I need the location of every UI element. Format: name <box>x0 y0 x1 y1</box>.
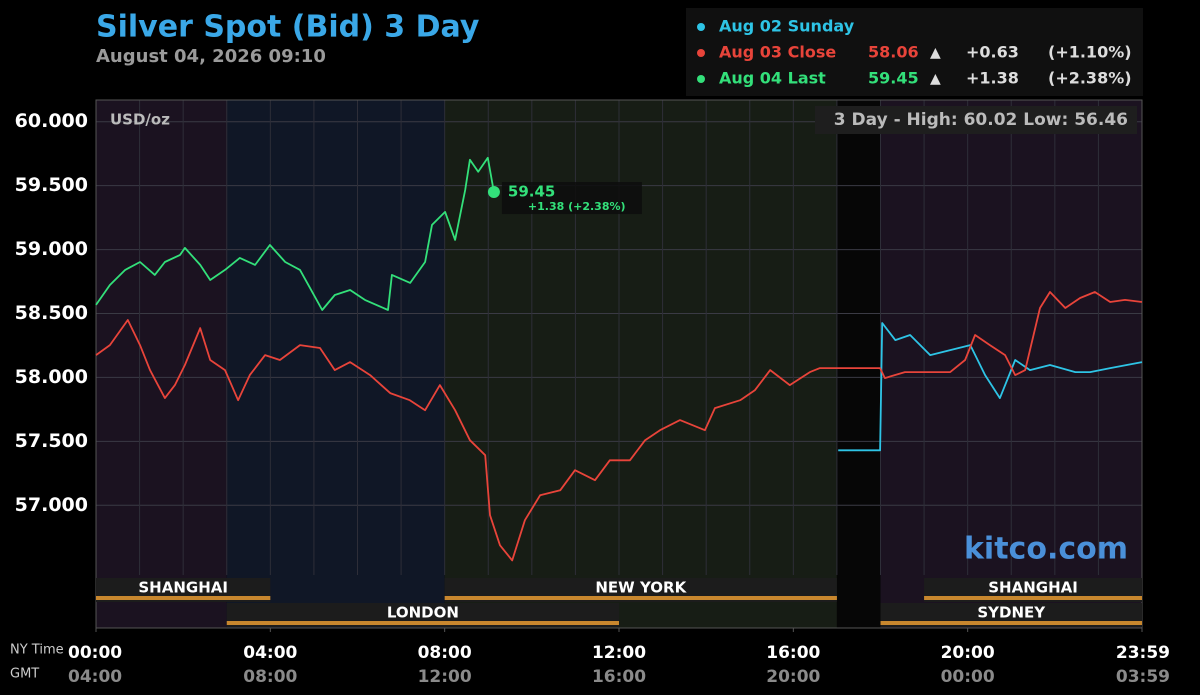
x-tick-label-gmt: 16:00 <box>592 667 646 687</box>
session-label: NEW YORK <box>595 579 687 597</box>
y-tick-label: 58.000 <box>15 366 88 388</box>
series-line <box>95 291 1143 562</box>
y-tick-label: 59.000 <box>15 238 88 260</box>
y-tick-label: 58.500 <box>15 302 88 324</box>
legend-price: 58.06 <box>868 43 919 62</box>
x-tick-label: 23:59 <box>1116 643 1170 663</box>
legend-dot <box>697 75 705 83</box>
x-tick-label: 20:00 <box>941 643 995 663</box>
session-shading <box>226 100 445 628</box>
range-note-box <box>815 106 1137 134</box>
legend-pct: (+2.38%) <box>1048 69 1132 88</box>
series-line <box>95 156 495 311</box>
legend-box <box>686 8 1143 96</box>
series-line <box>838 322 1143 452</box>
legend-label: Aug 04 Last <box>719 69 826 88</box>
session-shading <box>836 100 881 628</box>
x-tick-label-gmt: 03:59 <box>1116 667 1170 687</box>
x-axis-name: NY Time <box>10 643 64 658</box>
legend-label: Aug 03 Close <box>719 43 836 62</box>
legend-price: 59.45 <box>868 69 919 88</box>
y-tick-label: 57.500 <box>15 430 88 452</box>
last-price: 59.45 <box>508 183 555 201</box>
x-tick-label-gmt: 20:00 <box>766 667 820 687</box>
legend-change: +0.63 <box>966 43 1019 62</box>
legend-pct: (+1.10%) <box>1048 43 1132 62</box>
x-tick-label: 00:00 <box>68 643 122 663</box>
x-tick-label-gmt: 12:00 <box>418 667 472 687</box>
session-shading <box>96 100 227 628</box>
x-tick-label: 16:00 <box>766 643 820 663</box>
y-tick-label: 59.500 <box>15 174 88 196</box>
session-label: LONDON <box>387 604 459 622</box>
legend-label: Aug 02 Sunday <box>719 17 855 36</box>
x-tick-label-gmt: 04:00 <box>68 667 122 687</box>
last-change: +1.38 (+2.38%) <box>528 200 626 213</box>
chart-title: Silver Spot (Bid) 3 Day <box>96 10 480 45</box>
session-label: SYDNEY <box>977 604 1046 622</box>
x-tick-label-gmt: 08:00 <box>243 667 297 687</box>
legend-change: +1.38 <box>966 69 1019 88</box>
session-label: SHANGHAI <box>138 579 228 597</box>
chart-subtitle: August 04, 2026 09:10 <box>96 46 326 67</box>
legend-dot <box>697 49 705 57</box>
y-tick-label: 60.000 <box>15 110 88 132</box>
x-tick-label: 08:00 <box>418 643 472 663</box>
legend-dot <box>697 23 705 31</box>
legend-arrow: ▲ <box>930 71 941 87</box>
y-tick-label: 57.000 <box>15 494 88 516</box>
legend-arrow: ▲ <box>930 45 941 61</box>
x-tick-label: 12:00 <box>592 643 646 663</box>
session-label: SHANGHAI <box>988 579 1078 597</box>
x-axis-name: GMT <box>10 667 39 682</box>
x-tick-label-gmt: 00:00 <box>941 667 995 687</box>
x-tick-label: 04:00 <box>243 643 297 663</box>
y-axis-label: USD/oz <box>110 111 170 129</box>
watermark: kitco.com <box>964 532 1128 567</box>
last-box <box>501 182 642 215</box>
range-note: 3 Day - High: 60.02 Low: 56.46 <box>834 110 1128 130</box>
last-point <box>487 186 500 199</box>
